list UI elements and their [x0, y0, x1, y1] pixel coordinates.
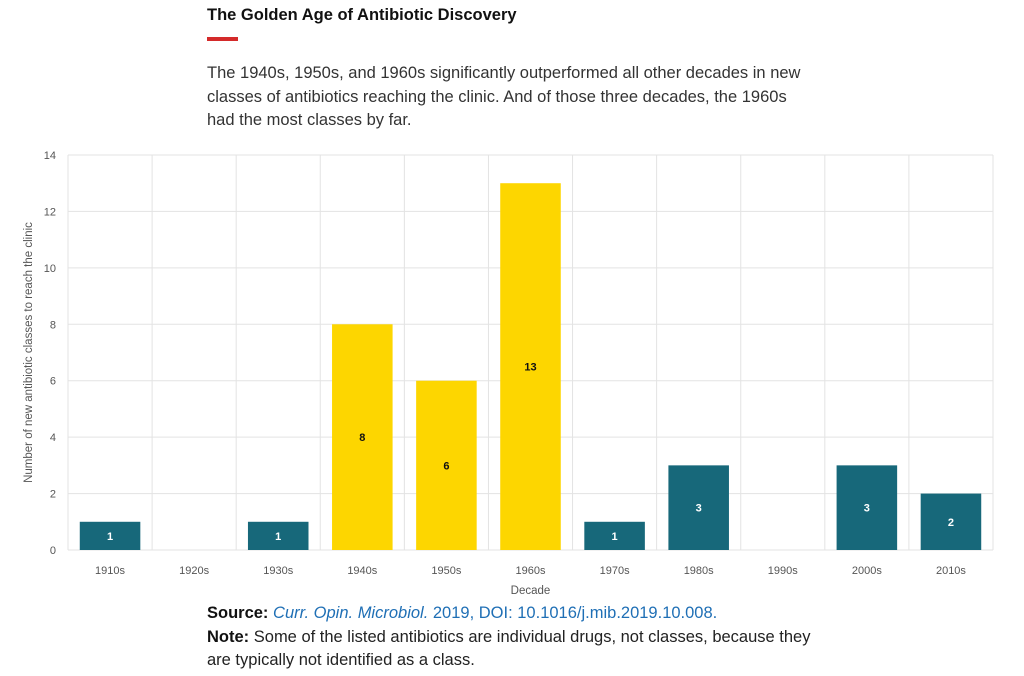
x-tick-label: 1970s: [600, 565, 630, 577]
bar-data-label: 13: [524, 362, 536, 374]
x-tick-label: 1980s: [684, 565, 714, 577]
chart-footer: Source: Curr. Opin. Microbiol. 2019, DOI…: [207, 602, 817, 673]
x-tick-label: 1940s: [347, 565, 377, 577]
x-tick-label: 1950s: [431, 565, 461, 577]
bar: [79, 521, 141, 550]
bar-data-label: 3: [696, 503, 702, 515]
x-tick-label: 1960s: [516, 565, 546, 577]
bar: [247, 521, 309, 550]
bar-data-label: 3: [864, 503, 870, 515]
source-citation-link[interactable]: Curr. Opin. Microbiol. 2019, DOI: 10.101…: [273, 604, 717, 622]
y-axis-title: Number of new antibiotic classes to reac…: [23, 222, 35, 483]
chart-title: The Golden Age of Antibiotic Discovery: [207, 6, 517, 24]
y-tick-label: 14: [44, 150, 56, 162]
y-tick-label: 10: [44, 263, 56, 275]
bar: [332, 324, 393, 550]
bar-data-label: 1: [275, 531, 281, 543]
source-details: 2019, DOI: 10.1016/j.mib.2019.10.008.: [428, 604, 718, 622]
x-tick-label: 2000s: [852, 565, 882, 577]
source-line: Source: Curr. Opin. Microbiol. 2019, DOI…: [207, 602, 817, 626]
bar-data-label: 8: [359, 432, 365, 444]
bar: [668, 465, 729, 550]
y-tick-label: 12: [44, 206, 56, 218]
bar: [584, 521, 645, 550]
y-tick-label: 2: [50, 489, 56, 501]
y-tick-label: 6: [50, 376, 56, 388]
bar: [920, 493, 982, 550]
source-journal: Curr. Opin. Microbiol.: [273, 604, 429, 622]
note-text: Some of the listed antibiotics are indiv…: [207, 627, 811, 670]
bar: [416, 380, 477, 550]
x-tick-label: 1910s: [95, 565, 125, 577]
source-label: Source:: [207, 604, 269, 622]
x-tick-label: 1990s: [768, 565, 798, 577]
x-tick-label: 1920s: [179, 565, 209, 577]
x-tick-label: 1930s: [263, 565, 293, 577]
y-tick-label: 8: [50, 319, 56, 331]
chart-description: The 1940s, 1950s, and 1960s significantl…: [207, 64, 801, 129]
note-label: Note:: [207, 627, 250, 646]
bar: [500, 183, 561, 550]
note-line: Note: Some of the listed antibiotics are…: [207, 626, 817, 673]
bar: [836, 465, 898, 550]
y-tick-label: 4: [50, 432, 56, 444]
bar-data-label: 6: [443, 460, 449, 472]
y-tick-label: 0: [50, 545, 56, 557]
bar-data-label: 2: [948, 517, 954, 529]
bar-data-label: 1: [612, 531, 618, 543]
bar-data-label: 1: [107, 531, 113, 543]
x-axis-title: Decade: [511, 585, 551, 597]
title-accent-rule: [207, 37, 238, 41]
x-tick-label: 2010s: [936, 565, 966, 577]
